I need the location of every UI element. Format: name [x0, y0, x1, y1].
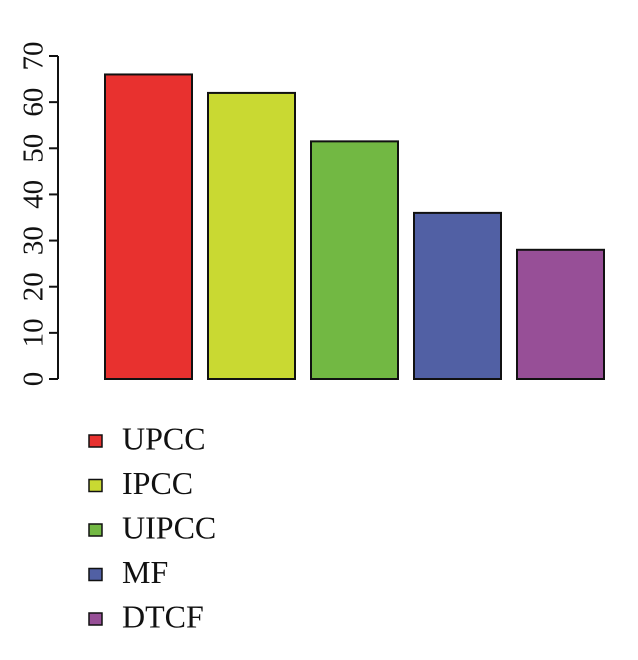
legend-swatch	[88, 478, 103, 493]
y-tick-label: 10	[18, 318, 50, 347]
bar	[516, 248, 605, 380]
legend-label: UPCC	[122, 420, 206, 456]
y-tick-label: 0	[18, 372, 50, 387]
y-tick-label: 40	[18, 180, 50, 209]
legend-label: DTCF	[122, 598, 204, 634]
y-tick-label: 30	[18, 226, 50, 255]
bar	[310, 140, 399, 380]
bar	[413, 211, 502, 380]
legend-label: MF	[122, 554, 168, 590]
legend-swatch	[88, 612, 103, 626]
y-tick-label: 60	[18, 88, 50, 117]
legend-swatch	[88, 567, 103, 582]
bar	[104, 73, 193, 380]
y-tick-label: 20	[18, 272, 50, 301]
bar	[207, 91, 296, 381]
legend-swatch	[88, 434, 103, 448]
y-tick-label: 70	[18, 42, 50, 71]
legend-swatch	[88, 523, 103, 537]
legend-label: IPCC	[122, 465, 193, 501]
y-tick-label: 50	[18, 134, 50, 163]
legend-label: UIPCC	[122, 509, 216, 545]
